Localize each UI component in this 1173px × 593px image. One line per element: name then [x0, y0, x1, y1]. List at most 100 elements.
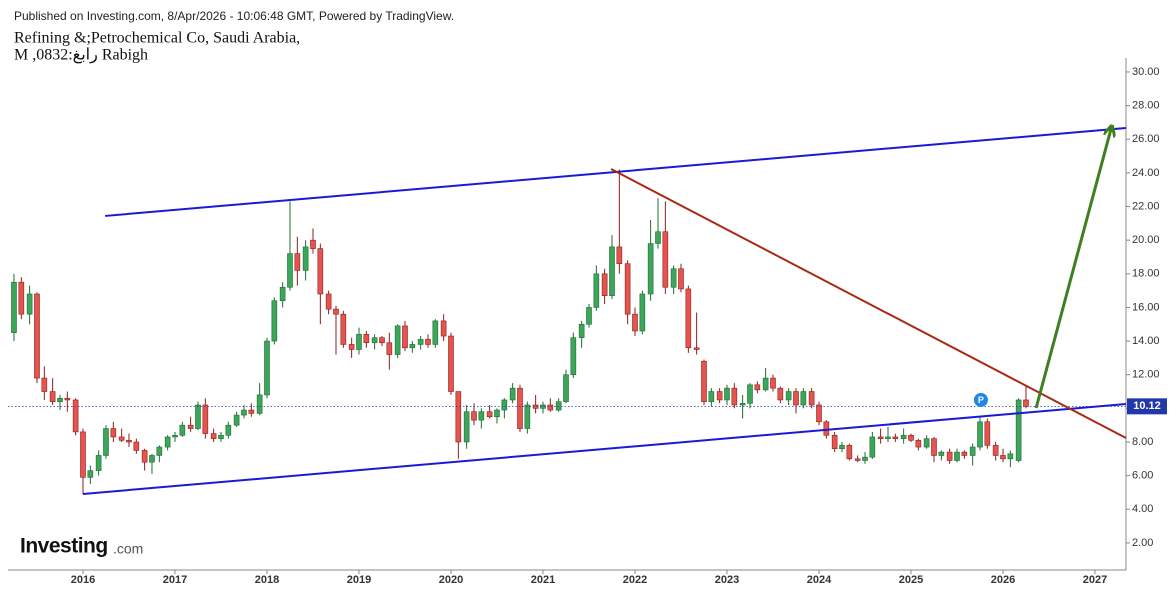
candle-body	[72, 399, 79, 433]
candle-body	[126, 440, 132, 443]
candle-body	[892, 436, 899, 439]
candle-body	[363, 334, 370, 344]
candle-body	[241, 409, 247, 416]
candle-body	[747, 384, 753, 404]
candle-body	[678, 268, 684, 290]
candle-body	[961, 451, 968, 456]
trend-line	[82, 402, 1127, 495]
candle-body	[670, 268, 677, 288]
candle-body	[770, 377, 776, 389]
candle-body	[64, 397, 71, 401]
candle-body	[509, 387, 516, 401]
candle-body	[877, 436, 884, 439]
candle-body	[371, 337, 378, 344]
candle-body	[233, 414, 240, 426]
candle-body	[517, 387, 523, 429]
candle-body	[1007, 453, 1014, 460]
candle-body	[103, 428, 109, 456]
candle-body	[808, 391, 815, 406]
candle-body	[440, 320, 447, 337]
candle-body	[923, 438, 930, 448]
candle-body	[80, 431, 86, 478]
candle-body	[333, 308, 339, 315]
candle-body	[555, 401, 562, 411]
candle-body	[708, 391, 715, 402]
candle-body	[716, 391, 723, 401]
candle-body	[179, 424, 186, 436]
candle-body	[1015, 399, 1022, 461]
x-tick-label: 2022	[623, 574, 647, 586]
candle-body	[754, 384, 761, 391]
candle-body	[662, 231, 669, 288]
candle-body	[57, 397, 63, 402]
x-tick-label: 2016	[71, 574, 95, 586]
candle-body	[156, 446, 163, 456]
candle-body	[172, 434, 178, 438]
candle-body	[340, 313, 347, 345]
candle-body	[471, 411, 477, 421]
candle-body	[394, 325, 401, 355]
candle-body	[816, 404, 822, 423]
candle-body	[570, 337, 577, 376]
chart-title: Refining &;Petrochemical Co, Saudi Arabi…	[14, 30, 300, 47]
candle-body	[11, 281, 17, 333]
candle-body	[425, 339, 431, 345]
candle-body	[885, 436, 891, 439]
y-tick-label: 4.00	[1132, 503, 1153, 515]
candle-body	[946, 451, 953, 461]
candle-body	[731, 387, 738, 406]
candle-body	[777, 387, 784, 401]
y-tick-label: 30.00	[1132, 66, 1160, 78]
candle-body	[616, 246, 623, 265]
published-note: Published on Investing.com, 8/Apr/2026 -…	[14, 9, 454, 23]
candle-body	[785, 391, 792, 401]
candle-body	[317, 248, 324, 295]
candle-body	[302, 246, 309, 271]
candle-body	[931, 438, 937, 456]
x-tick-label: 2021	[531, 574, 555, 586]
candle-body	[739, 403, 746, 406]
candle-body	[954, 451, 960, 461]
candle-body	[256, 394, 263, 414]
x-tick-label: 2018	[255, 574, 279, 586]
candle-body	[310, 239, 316, 249]
trend-line	[1034, 127, 1111, 409]
y-tick-label: 18.00	[1132, 268, 1160, 280]
logo-name: Investing	[20, 535, 108, 558]
candle-body	[356, 334, 362, 350]
candle-body	[448, 335, 454, 392]
candle-body	[187, 424, 194, 429]
x-tick-label: 2025	[899, 574, 923, 586]
candle-body	[486, 411, 493, 418]
candle-body	[992, 445, 999, 456]
candle-body	[800, 391, 807, 406]
candle-body	[202, 404, 209, 434]
y-tick-label: 12.00	[1132, 369, 1160, 381]
candle-body	[632, 313, 638, 332]
y-tick-label: 16.00	[1132, 301, 1160, 313]
candle-body	[218, 434, 224, 439]
y-tick-label: 28.00	[1132, 100, 1160, 112]
candle-body	[900, 434, 907, 439]
y-tick-label: 14.00	[1132, 335, 1160, 347]
candle-body	[601, 273, 608, 296]
candle-body	[18, 281, 25, 315]
candle-body	[908, 434, 914, 441]
candle-body	[724, 387, 730, 401]
candle-body	[501, 399, 508, 411]
candle-body	[915, 440, 922, 448]
candle-body	[938, 451, 945, 456]
candle-body	[869, 436, 876, 458]
candles	[11, 169, 1029, 495]
candle-body	[846, 445, 853, 460]
candle-body	[455, 391, 462, 443]
candle-body	[463, 411, 470, 443]
candle-body	[149, 455, 155, 463]
candle-body	[87, 470, 94, 478]
y-tick-label: 2.00	[1132, 537, 1153, 549]
y-tick-label: 6.00	[1132, 470, 1153, 482]
candle-body	[685, 288, 692, 349]
x-tick-label: 2019	[347, 574, 371, 586]
candle-body	[839, 445, 845, 450]
candle-body	[41, 377, 48, 392]
